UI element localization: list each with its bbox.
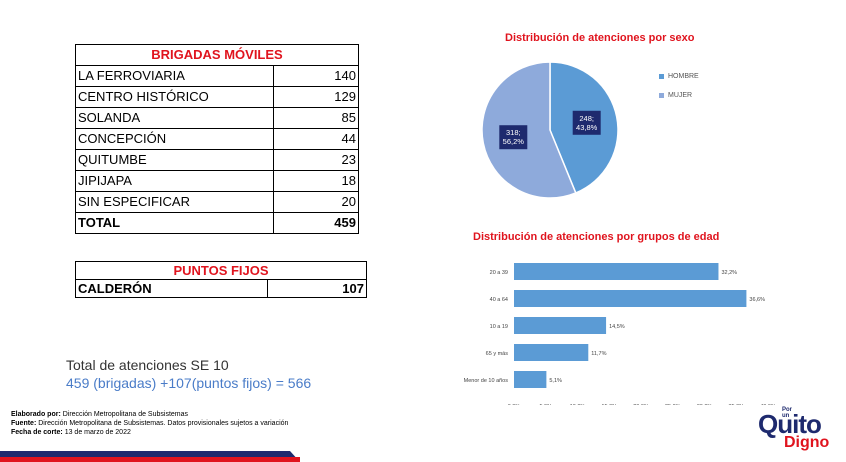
x-tick-label: 10,0% — [570, 404, 586, 405]
table-row: JIPIJAPA 18 — [75, 170, 359, 192]
footer-fuente-value: Dirección Metropolitana de Subsistemas. … — [36, 420, 289, 427]
brigada-name: SOLANDA — [75, 107, 274, 129]
x-tick-label: 35,0% — [728, 404, 744, 405]
legend-label-hombre: HOMBRE — [668, 73, 699, 80]
legend-item-hombre: HOMBRE — [659, 73, 699, 80]
bar-value-label: 36,6% — [749, 297, 765, 303]
bar-value-label: 32,2% — [721, 270, 737, 276]
brigada-count: 140 — [273, 65, 359, 87]
pie-chart-title: Distribución de atenciones por sexo — [505, 32, 695, 44]
brigada-name: QUITUMBE — [75, 149, 274, 171]
table-row: CENTRO HISTÓRICO 129 — [75, 86, 359, 108]
x-tick-label: 25,0% — [665, 404, 681, 405]
footer-fecha-label: Fecha de corte: — [11, 429, 63, 436]
x-tick-label: 30,0% — [697, 404, 713, 405]
table-row: CALDERÓN 107 — [75, 279, 367, 298]
bar-chart-title: Distribución de atenciones por grupos de… — [473, 231, 720, 243]
bar-category-label: Menor de 10 años — [464, 378, 509, 384]
legend-swatch-hombre — [659, 73, 664, 79]
footer-elaborado: Elaborado por: Dirección Metropolitana d… — [11, 411, 188, 418]
bar-1 — [514, 290, 747, 307]
bottom-stripe-decoration — [0, 451, 300, 462]
brigada-name: SIN ESPECIFICAR — [75, 191, 274, 213]
brigadas-header-row: BRIGADAS MÓVILES — [75, 44, 359, 66]
table-row: SIN ESPECIFICAR 20 — [75, 191, 359, 213]
x-tick-label: 40,0% — [760, 404, 776, 405]
brigada-count: 85 — [273, 107, 359, 129]
svg-text:56,2%: 56,2% — [503, 137, 525, 146]
bar-value-label: 11,7% — [591, 351, 606, 357]
legend-item-mujer: MUJER — [659, 92, 692, 99]
bar-chart: 20 a 39 32,2% 40 a 64 36,6% 10 a 19 14,5% 65 y… — [464, 263, 776, 405]
bar-category-label: 40 a 64 — [490, 297, 508, 303]
table-row: LA FERROVIARIA 140 — [75, 65, 359, 87]
brigada-count: 18 — [273, 170, 359, 192]
puntos-fijos-label: CALDERÓN — [75, 279, 268, 298]
pie-label-hombre: 248;43,8% — [572, 110, 601, 135]
footer-fuente-label: Fuente: — [11, 420, 37, 427]
puntos-fijos-header-row: PUNTOS FIJOS — [75, 261, 367, 280]
bar-category-label: 20 a 39 — [490, 270, 508, 276]
x-tick-label: 0,0% — [508, 404, 521, 405]
logo-digno-text: Digno — [784, 434, 830, 451]
bar-0 — [514, 263, 719, 280]
bar-value-label: 14,5% — [609, 324, 625, 330]
puntos-fijos-header: PUNTOS FIJOS — [75, 261, 367, 280]
footer-fuente: Fuente: Dirección Metropolitana de Subsi… — [11, 420, 288, 427]
brigadas-table: BRIGADAS MÓVILES LA FERROVIARIA 140 CENTRO… — [75, 44, 359, 234]
x-tick-label: 20,0% — [633, 404, 649, 405]
total-row: TOTAL 459 — [75, 212, 359, 234]
x-tick-label: 15,0% — [601, 404, 617, 405]
brigada-name: CENTRO HISTÓRICO — [75, 86, 274, 108]
svg-text:43,8%: 43,8% — [576, 123, 598, 132]
bar-4 — [514, 371, 547, 388]
table-row: CONCEPCIÓN 44 — [75, 128, 359, 150]
puntos-fijos-value: 107 — [267, 279, 367, 298]
footer-elaborado-value: Dirección Metropolitana de Subsistemas — [60, 411, 189, 418]
puntos-fijos-table: PUNTOS FIJOS CALDERÓN 107 — [75, 261, 367, 298]
svg-text:248;: 248; — [579, 114, 594, 123]
pie-chart: 248;43,8% 318;56,2% — [481, 61, 619, 199]
brigada-count: 20 — [273, 191, 359, 213]
brigada-count: 23 — [273, 149, 359, 171]
footer-fecha: Fecha de corte: 13 de marzo de 2022 — [11, 429, 131, 436]
pie-label-mujer: 318;56,2% — [499, 125, 528, 150]
brigada-count: 129 — [273, 86, 359, 108]
brigada-count: 44 — [273, 128, 359, 150]
bar-3 — [514, 344, 589, 361]
brigada-name: JIPIJAPA — [75, 170, 274, 192]
bar-category-label: 65 y más — [486, 351, 509, 357]
bar-category-label: 10 a 19 — [490, 324, 508, 330]
brigada-name: LA FERROVIARIA — [75, 65, 274, 87]
logo-small-text: Por un — [782, 407, 793, 419]
total-value: 459 — [273, 212, 359, 234]
footer-fecha-value: 13 de marzo de 2022 — [62, 429, 131, 436]
bar-2 — [514, 317, 607, 334]
logo-quito-text: Quito — [758, 409, 822, 439]
x-tick-label: 5,0% — [539, 404, 552, 405]
svg-text:318;: 318; — [506, 128, 521, 137]
total-label: TOTAL — [75, 212, 274, 234]
pie-slice-mujer — [481, 61, 577, 199]
bar-value-label: 5,1% — [549, 378, 562, 384]
legend-swatch-mujer — [659, 92, 664, 98]
brigadas-header: BRIGADAS MÓVILES — [75, 44, 359, 66]
legend-label-mujer: MUJER — [668, 92, 693, 99]
brigada-name: CONCEPCIÓN — [75, 128, 274, 150]
footer-elaborado-label: Elaborado por: — [11, 411, 61, 418]
total-atenciones-label: Total de atenciones SE 10 — [66, 357, 229, 373]
table-row: QUITUMBE 23 — [75, 149, 359, 171]
total-atenciones-formula: 459 (brigadas) +107(puntos fijos) = 566 — [66, 375, 312, 391]
table-row: SOLANDA 85 — [75, 107, 359, 129]
